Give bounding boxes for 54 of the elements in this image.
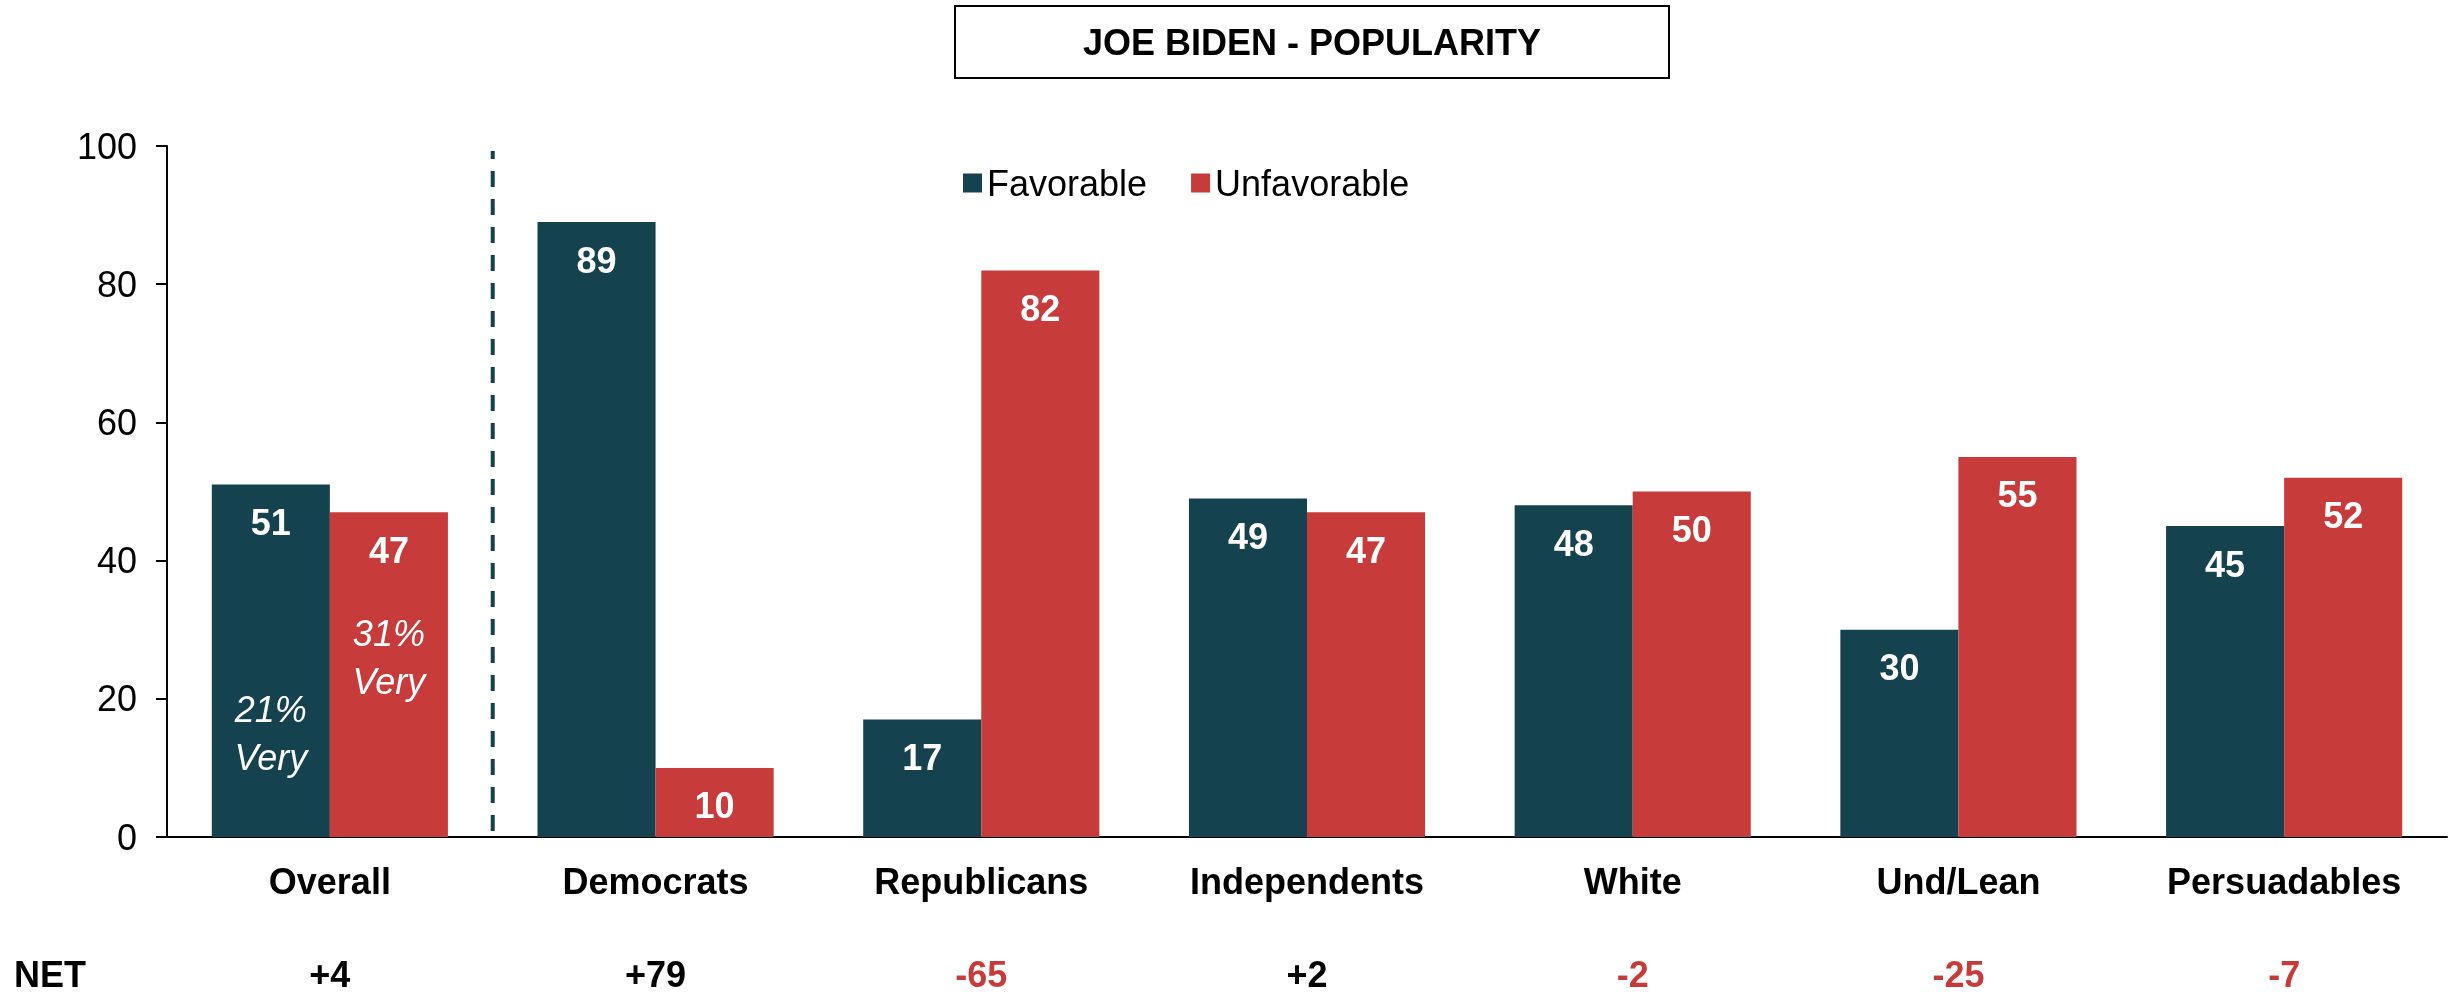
data-label: 82 bbox=[1020, 287, 1061, 329]
x-tick-label: Independents bbox=[1189, 860, 1425, 902]
data-label: 17 bbox=[902, 737, 943, 779]
bar bbox=[655, 767, 774, 837]
data-label: 89 bbox=[576, 239, 617, 281]
annotation: 21% Very bbox=[233, 688, 310, 778]
bar bbox=[2166, 526, 2285, 837]
data-label: 51 bbox=[250, 502, 291, 544]
text: -2 bbox=[1616, 953, 1649, 994]
legend-label: Unfavorable bbox=[1215, 162, 1410, 204]
x-tick-label: Und/Lean bbox=[1876, 860, 2041, 902]
data-label: 47 bbox=[1346, 529, 1387, 571]
bar bbox=[1840, 629, 1959, 837]
bar bbox=[1632, 491, 1751, 837]
annotation: 31% Very bbox=[352, 612, 428, 702]
legend-label: Favorable bbox=[987, 162, 1148, 204]
chart-title: JOE BIDEN - POPULARITY bbox=[1083, 21, 1542, 63]
data-label: 52 bbox=[2323, 495, 2364, 537]
text: -65 bbox=[955, 953, 1008, 994]
data-label: 50 bbox=[1671, 509, 1712, 550]
bar bbox=[1188, 498, 1307, 837]
text: +79 bbox=[625, 953, 687, 994]
y-tick-label: 0 bbox=[116, 816, 137, 858]
data-label: 48 bbox=[1553, 522, 1594, 564]
bar bbox=[1958, 456, 2077, 837]
y-tick-label: 100 bbox=[76, 125, 137, 167]
data-label: 55 bbox=[1997, 474, 2038, 516]
y-tick-label: 20 bbox=[96, 678, 137, 720]
x-tick-label: Democrats bbox=[562, 860, 749, 902]
bar bbox=[1514, 505, 1633, 837]
bar bbox=[1307, 512, 1426, 837]
text: NET bbox=[14, 953, 87, 994]
x-tick-label: Republicans bbox=[874, 860, 1089, 902]
text: +4 bbox=[309, 953, 351, 994]
x-tick-label: Overall bbox=[268, 860, 391, 902]
data-label: 10 bbox=[694, 785, 735, 827]
bar bbox=[537, 222, 656, 837]
bar bbox=[329, 512, 448, 837]
x-tick-label: White bbox=[1583, 860, 1682, 902]
data-label: 47 bbox=[368, 529, 409, 571]
x-tick-label: Persuadables bbox=[2167, 860, 2402, 902]
y-tick-label: 80 bbox=[96, 263, 137, 305]
bar bbox=[863, 719, 982, 837]
y-tick-label: 40 bbox=[96, 540, 137, 582]
text: -7 bbox=[2268, 953, 2301, 994]
text: +2 bbox=[1286, 953, 1328, 994]
bar bbox=[2284, 477, 2403, 837]
bar bbox=[211, 484, 330, 837]
data-label: 49 bbox=[1227, 515, 1268, 557]
text: -25 bbox=[1932, 953, 1985, 994]
data-label: 30 bbox=[1879, 647, 1920, 689]
y-tick-label: 60 bbox=[96, 401, 137, 443]
bar bbox=[981, 270, 1100, 837]
data-label: 45 bbox=[2205, 543, 2246, 585]
